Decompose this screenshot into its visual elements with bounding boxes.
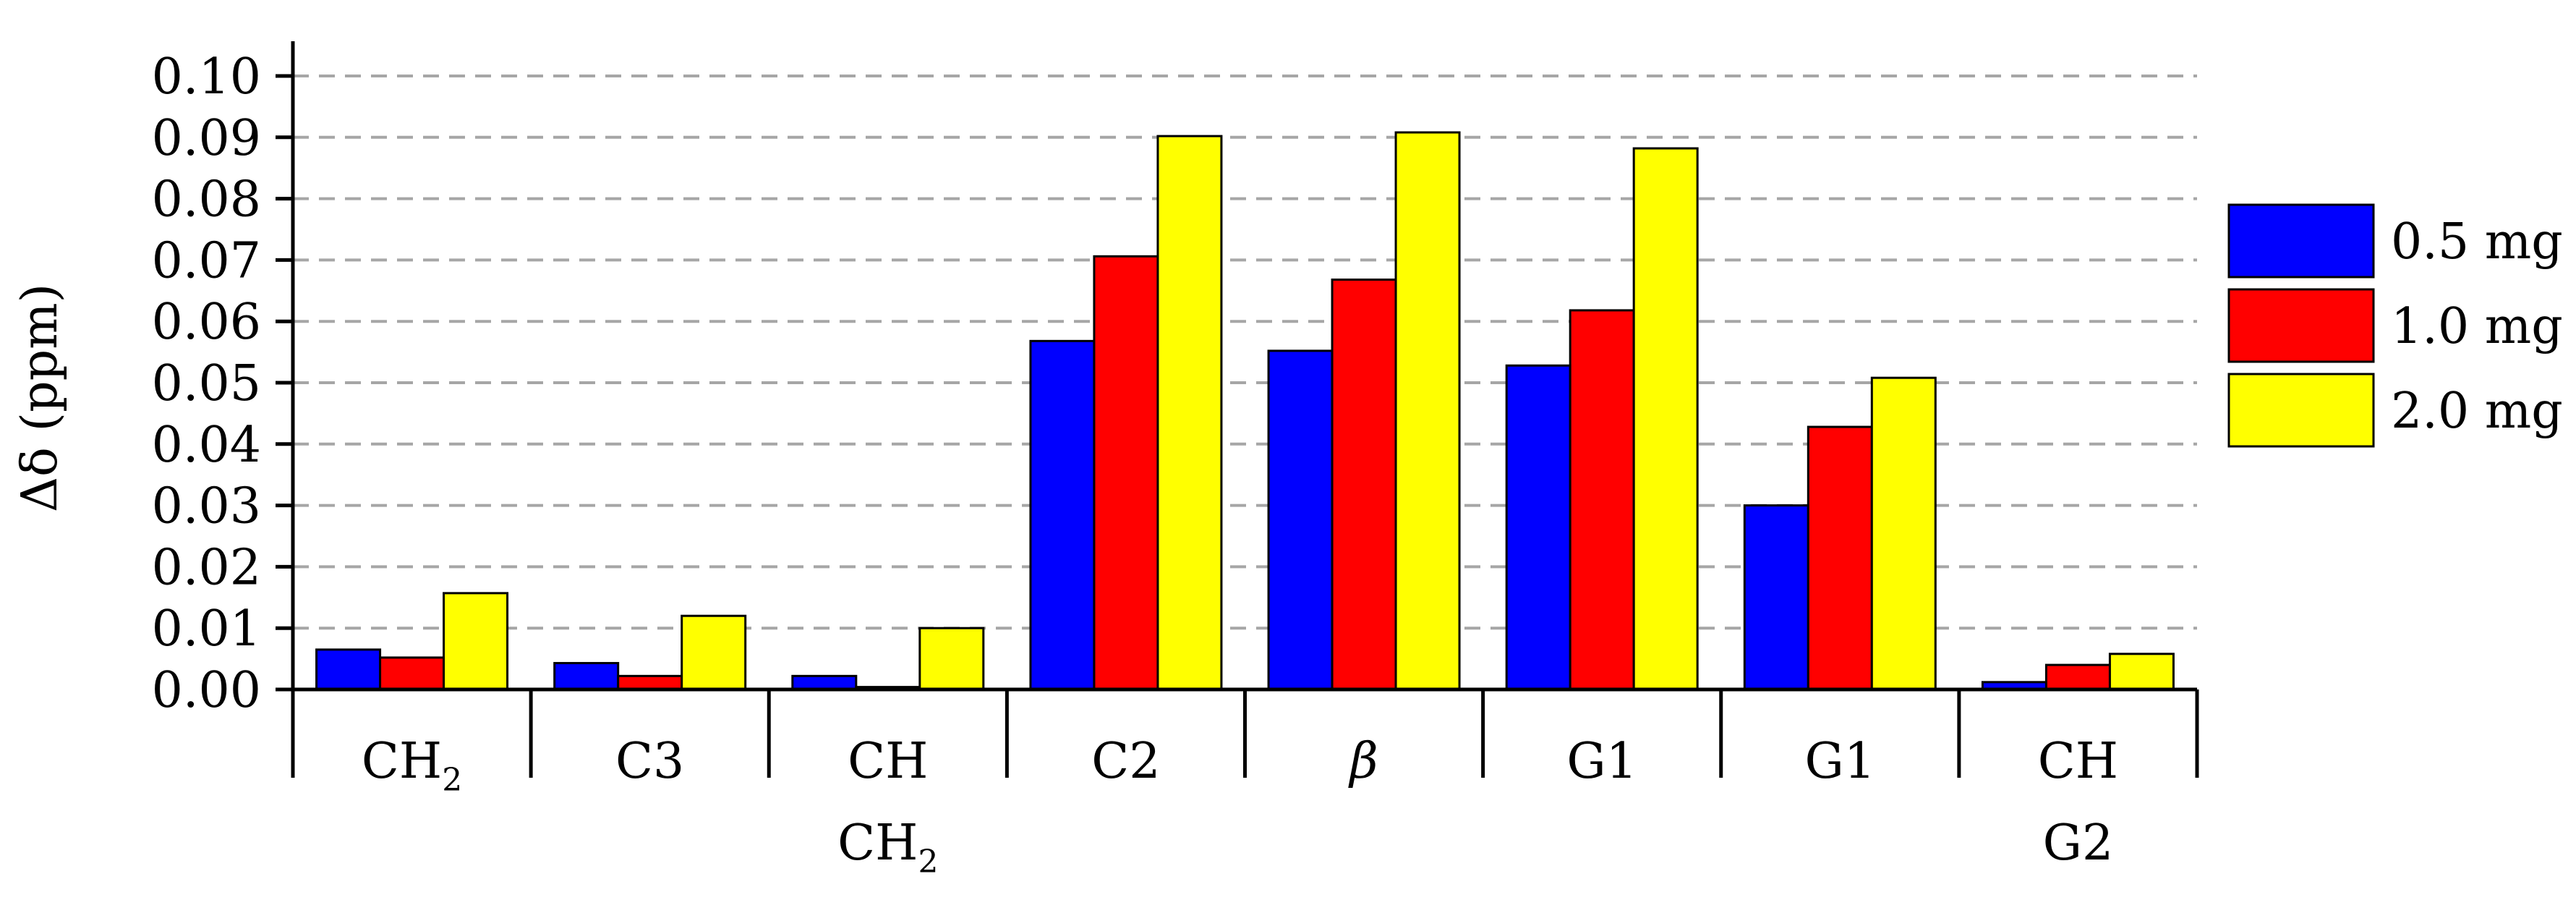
y-tick-label: 0.07 — [152, 232, 261, 289]
legend: 0.5 mg 1.0 mg 2.0 mg — [2227, 203, 2563, 448]
category-text: CH — [362, 733, 442, 790]
y-tick-label: 0.10 — [152, 48, 261, 106]
category-subscript: 2 — [442, 762, 462, 799]
legend-swatch — [2227, 373, 2375, 448]
x-category-label: G1 — [1566, 733, 1637, 790]
gridlines — [293, 75, 2197, 630]
y-tick-label: 0.06 — [152, 294, 261, 351]
bar-0-5-mg-1 — [553, 662, 620, 691]
legend-label: 1.0 mg — [2391, 298, 2563, 355]
x-category-label: CH — [2038, 733, 2118, 790]
category-text: G1 — [1805, 733, 1876, 790]
category-text: CH — [2038, 733, 2118, 790]
x-category-label: CH — [848, 733, 928, 790]
bar-2-0-mg-4 — [1394, 131, 1461, 691]
bar-0-5-mg-6 — [1743, 504, 1809, 691]
y-tick-label: 0.08 — [152, 171, 261, 229]
bar-0-5-mg-2 — [791, 674, 858, 691]
legend-label: 0.5 mg — [2391, 213, 2563, 271]
bar-2-0-mg-7 — [2108, 653, 2175, 691]
bar-1-0-mg-5 — [1569, 309, 1635, 691]
bar-1-0-mg-0 — [379, 656, 445, 691]
legend-swatch — [2227, 203, 2375, 279]
x-category-label: β — [1347, 733, 1378, 790]
category-subscript: 2 — [918, 844, 938, 880]
y-tick-label: 0.03 — [152, 478, 261, 535]
y-tick-label: 0.01 — [152, 600, 261, 658]
bar-2-0-mg-1 — [681, 614, 747, 691]
bar-0-5-mg-4 — [1267, 349, 1334, 691]
bar-2-0-mg-3 — [1156, 135, 1223, 691]
bar-1-0-mg-7 — [2044, 663, 2111, 691]
x-category-label: CH2 — [362, 733, 462, 799]
category-text: G1 — [1566, 733, 1637, 790]
bar-1-0-mg-1 — [617, 674, 683, 691]
y-tick-label: 0.09 — [152, 110, 261, 167]
y-tick-labels: 0.000.010.020.030.040.050.060.070.080.09… — [152, 48, 261, 719]
category-text: C3 — [615, 733, 684, 790]
x-category-label: CH2 — [837, 815, 938, 880]
bar-2-0-mg-2 — [918, 627, 985, 691]
legend-swatch — [2227, 288, 2375, 363]
category-text: CH — [848, 733, 928, 790]
category-text: C2 — [1091, 733, 1160, 790]
x-category-label: C2 — [1091, 733, 1160, 790]
bar-0-5-mg-3 — [1029, 339, 1096, 691]
legend-label: 2.0 mg — [2391, 383, 2563, 440]
category-text: β — [1347, 733, 1378, 790]
category-text: G2 — [2043, 815, 2114, 872]
axes — [276, 41, 2199, 778]
x-category-label: C3 — [615, 733, 684, 790]
bar-2-0-mg-5 — [1632, 147, 1699, 691]
bar-0-5-mg-0 — [315, 648, 382, 691]
bar-2-0-mg-6 — [1870, 376, 1937, 691]
x-category-label: G1 — [1805, 733, 1876, 790]
bar-1-0-mg-3 — [1093, 255, 1159, 691]
y-axis-title: Δδ (ppm) — [12, 284, 69, 512]
bar-0-5-mg-5 — [1505, 364, 1571, 691]
bar-1-0-mg-6 — [1807, 425, 1873, 691]
bar-1-0-mg-4 — [1331, 279, 1397, 691]
y-tick-label: 0.00 — [152, 662, 261, 719]
bar-2-0-mg-0 — [443, 592, 509, 691]
y-tick-label: 0.02 — [152, 539, 261, 596]
y-tick-label: 0.04 — [152, 417, 261, 474]
bars — [315, 131, 2175, 691]
x-category-label: G2 — [2043, 815, 2114, 872]
category-text: CH — [837, 815, 918, 872]
y-tick-label: 0.05 — [152, 355, 261, 412]
